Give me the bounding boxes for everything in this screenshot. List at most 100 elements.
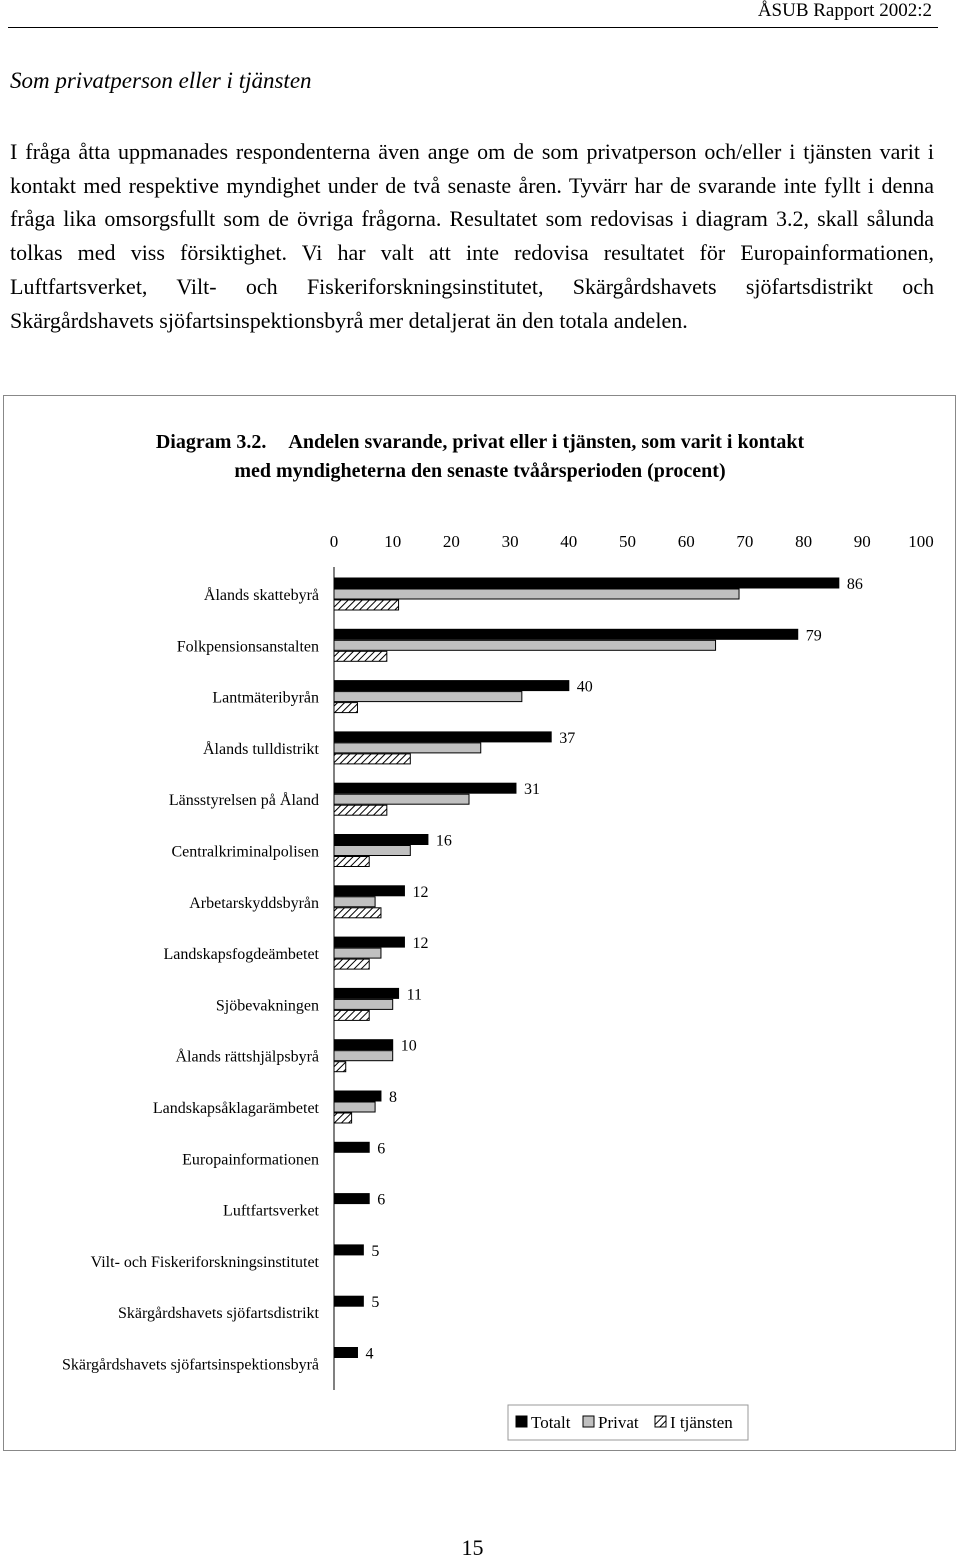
bar-totalt — [333, 1193, 370, 1205]
bar-privat — [333, 947, 382, 959]
data-label-totalt: 40 — [577, 679, 593, 696]
bar-privat — [333, 845, 411, 856]
bar-totalt — [333, 1347, 358, 1358]
x-tick-label: 0 — [330, 532, 339, 551]
bar-i-tjansten — [333, 804, 388, 816]
bar-totalt — [333, 628, 799, 640]
category-label: Vilt- och Fiskeriforskningsinstitutet — [91, 1254, 320, 1271]
bar-totalt — [333, 1295, 364, 1307]
category-label: Sjöbevakningen — [216, 997, 319, 1014]
data-label-totalt: 37 — [559, 730, 575, 747]
category-label: Ålands skattebyrå — [204, 586, 319, 604]
legend-swatch-1 — [582, 1415, 595, 1428]
category-label: Ålands rättshjälpsbyrå — [175, 1048, 319, 1066]
figure-caption: Diagram 3.2. Andelen svarande, privat ell… — [0, 428, 960, 486]
bar-i-tjansten — [333, 958, 370, 970]
bar-privat — [333, 742, 482, 754]
header-rule — [8, 27, 938, 28]
legend-label-0: Totalt — [531, 1413, 571, 1432]
body-paragraph: I fråga åtta uppmanades respondenterna ä… — [10, 139, 934, 333]
bar-totalt — [333, 1039, 394, 1051]
data-label-totalt: 4 — [365, 1346, 373, 1363]
bar-totalt — [333, 577, 840, 589]
legend-swatch-2 — [654, 1415, 667, 1428]
caption-text-1: Andelen svarande, privat eller i tjänste… — [288, 431, 805, 453]
bar-totalt — [333, 987, 400, 999]
bar-privat — [333, 588, 740, 600]
bar-i-tjansten — [333, 702, 358, 714]
category-label: Luftfartsverket — [223, 1203, 320, 1220]
x-tick-label: 60 — [678, 532, 695, 551]
category-label: Arbetarskyddsbyrån — [189, 895, 319, 912]
data-label-totalt: 8 — [389, 1089, 397, 1106]
x-tick-label: 90 — [854, 532, 871, 551]
data-label-totalt: 12 — [412, 884, 428, 901]
x-tick-label: 50 — [619, 532, 636, 551]
x-tick-label: 100 — [908, 532, 934, 551]
bar-totalt — [333, 1141, 370, 1153]
data-label-totalt: 6 — [377, 1140, 385, 1157]
legend-swatch-0 — [515, 1415, 528, 1428]
x-tick-label: 70 — [736, 532, 753, 551]
section-title: Som privatperson eller i tjänsten — [10, 68, 312, 93]
category-label: Europainformationen — [182, 1151, 319, 1168]
bar-totalt — [333, 731, 552, 743]
bar-totalt — [333, 1244, 364, 1256]
bar-privat — [333, 896, 376, 908]
bar-i-tjansten — [333, 1061, 347, 1073]
x-tick-label: 40 — [560, 532, 577, 551]
bar-privat — [333, 639, 717, 651]
bar-i-tjansten — [333, 1112, 353, 1124]
bar-totalt — [333, 936, 405, 948]
page-number: 15 — [461, 1535, 484, 1560]
caption-line-2: med myndigheterna den senaste tvåårsperi… — [234, 460, 726, 482]
bar-totalt — [333, 680, 570, 692]
bar-privat — [333, 1050, 394, 1062]
data-label-totalt: 16 — [436, 833, 452, 850]
bar-privat — [333, 691, 523, 703]
data-label-totalt: 5 — [371, 1243, 379, 1260]
bar-totalt — [333, 1090, 382, 1102]
legend-box — [507, 1404, 749, 1441]
x-tick-label: 30 — [502, 532, 519, 551]
legend-label-1: Privat — [598, 1413, 639, 1432]
category-label: Folkpensionsanstalten — [177, 638, 319, 655]
data-label-totalt: 5 — [371, 1294, 379, 1311]
data-label-totalt: 79 — [806, 627, 822, 644]
data-label-totalt: 10 — [401, 1038, 417, 1055]
category-label: Skärgårdshavets sjöfartsdistrikt — [118, 1305, 320, 1322]
data-label-totalt: 11 — [407, 986, 422, 1003]
x-tick-label: 10 — [384, 532, 401, 551]
data-label-totalt: 6 — [377, 1192, 385, 1209]
x-tick-label: 20 — [443, 532, 460, 551]
category-label: Lantmäteribyrån — [212, 690, 319, 707]
data-label-totalt: 12 — [412, 935, 428, 952]
bar-i-tjansten — [333, 1009, 370, 1021]
figure-frame — [3, 395, 956, 1451]
data-label-totalt: 31 — [524, 781, 540, 798]
category-label: Landskapsåklagarämbetet — [153, 1100, 320, 1117]
category-label: Ålands tulldistrikt — [203, 740, 320, 758]
bar-i-tjansten — [333, 907, 382, 919]
category-label: Centralkriminalpolisen — [171, 844, 319, 861]
bar-i-tjansten — [333, 753, 411, 765]
caption-number: Diagram 3.2. — [155, 431, 267, 453]
category-label: Landskapsfogdeämbetet — [164, 946, 320, 963]
bar-totalt — [333, 885, 405, 897]
bar-i-tjansten — [333, 856, 370, 867]
bar-totalt — [333, 782, 517, 794]
bar-i-tjansten — [333, 650, 388, 662]
running-header: ÅSUB Rapport 2002:2 — [757, 0, 932, 21]
bar-i-tjansten — [333, 599, 400, 611]
x-tick-label: 80 — [795, 532, 812, 551]
bar-privat — [333, 1101, 376, 1113]
data-label-totalt: 86 — [847, 576, 863, 593]
category-label: Skärgårdshavets sjöfartsinspektionsbyrå — [62, 1357, 319, 1374]
bar-privat — [333, 998, 394, 1010]
category-label: Länsstyrelsen på Åland — [169, 791, 319, 809]
bar-privat — [333, 793, 470, 805]
legend-label-2: I tjänsten — [670, 1413, 733, 1432]
bar-totalt — [333, 834, 429, 845]
caption-line-1: Diagram 3.2. Andelen svarande, privat ell… — [0, 428, 960, 457]
